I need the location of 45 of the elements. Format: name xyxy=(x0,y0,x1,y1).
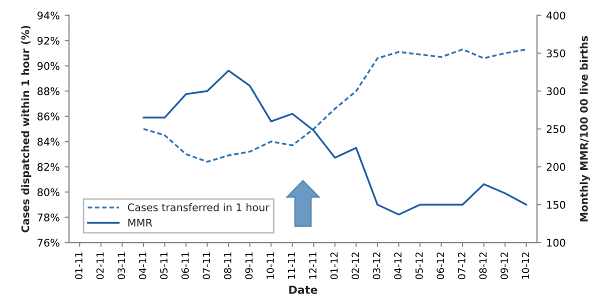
x-tick-label: 04-11 xyxy=(138,252,146,280)
x-tick-label: 03-12 xyxy=(372,252,380,280)
y2-tick-label: 200 xyxy=(546,163,566,171)
x-tick-label: 04-12 xyxy=(394,252,402,280)
x-tick-label: 01-11 xyxy=(75,252,82,280)
x-tick-label: 09-12 xyxy=(500,252,508,280)
x-tick-label: 06-11 xyxy=(181,252,189,280)
x-tick-label: 07-11 xyxy=(202,252,210,280)
line-series xyxy=(142,48,528,163)
y2-tick-label: 250 xyxy=(546,125,566,134)
x-tick-label: 10-12 xyxy=(522,252,530,279)
y-tick-label: 88% xyxy=(38,87,60,96)
y-tick-label: 78% xyxy=(38,214,60,222)
x-tick-label: 12-11 xyxy=(309,252,316,279)
x-tick-label: 09-11 xyxy=(245,252,253,280)
x-tick-label: 11-11 xyxy=(288,252,296,279)
x-tick-label: 01-12 xyxy=(330,252,338,280)
x-tick-label: 02-12 xyxy=(352,252,360,280)
y-tick-label: 84% xyxy=(38,138,60,146)
y-tick-label: 80% xyxy=(38,188,60,196)
legend-label: Cases transferred in 1 hour xyxy=(128,203,270,212)
x-tick-label: 08-11 xyxy=(224,252,232,280)
y2-tick-label: 150 xyxy=(547,200,566,209)
y2-tick-label: 100 xyxy=(547,238,566,247)
y2-tick-label: 400 xyxy=(546,12,566,20)
y2-tick-label: 300 xyxy=(546,87,566,96)
y-tick-label: 94% xyxy=(37,12,60,20)
y-tick-label: 92% xyxy=(37,36,60,45)
x-tick-label: 03-11 xyxy=(118,252,126,280)
y-tick-label: 82% xyxy=(38,163,60,171)
x-tick-label: 10-11 xyxy=(266,252,274,279)
y-axis-title: Cases dispatched within 1 hour (%) xyxy=(21,26,32,232)
y2-tick-label: 350 xyxy=(546,49,566,58)
y-tick-label: 76% xyxy=(38,238,60,247)
y-tick-label: 90% xyxy=(37,62,60,70)
x-tick-label: 08-12 xyxy=(479,252,487,280)
x-tick-label: 02-11 xyxy=(96,252,104,280)
x-tick-label: 07-12 xyxy=(458,252,466,280)
x-tick-label: 06-12 xyxy=(436,252,444,280)
legend-label: MMR xyxy=(128,218,152,226)
x-tick-label: 05-12 xyxy=(415,252,423,280)
x-tick-label: 05-11 xyxy=(160,252,168,280)
x-axis-title: Date xyxy=(289,286,318,294)
y-tick-label: 86% xyxy=(38,112,60,120)
y2-axis-title: Monthly MMR/100 00 live births xyxy=(580,36,590,222)
